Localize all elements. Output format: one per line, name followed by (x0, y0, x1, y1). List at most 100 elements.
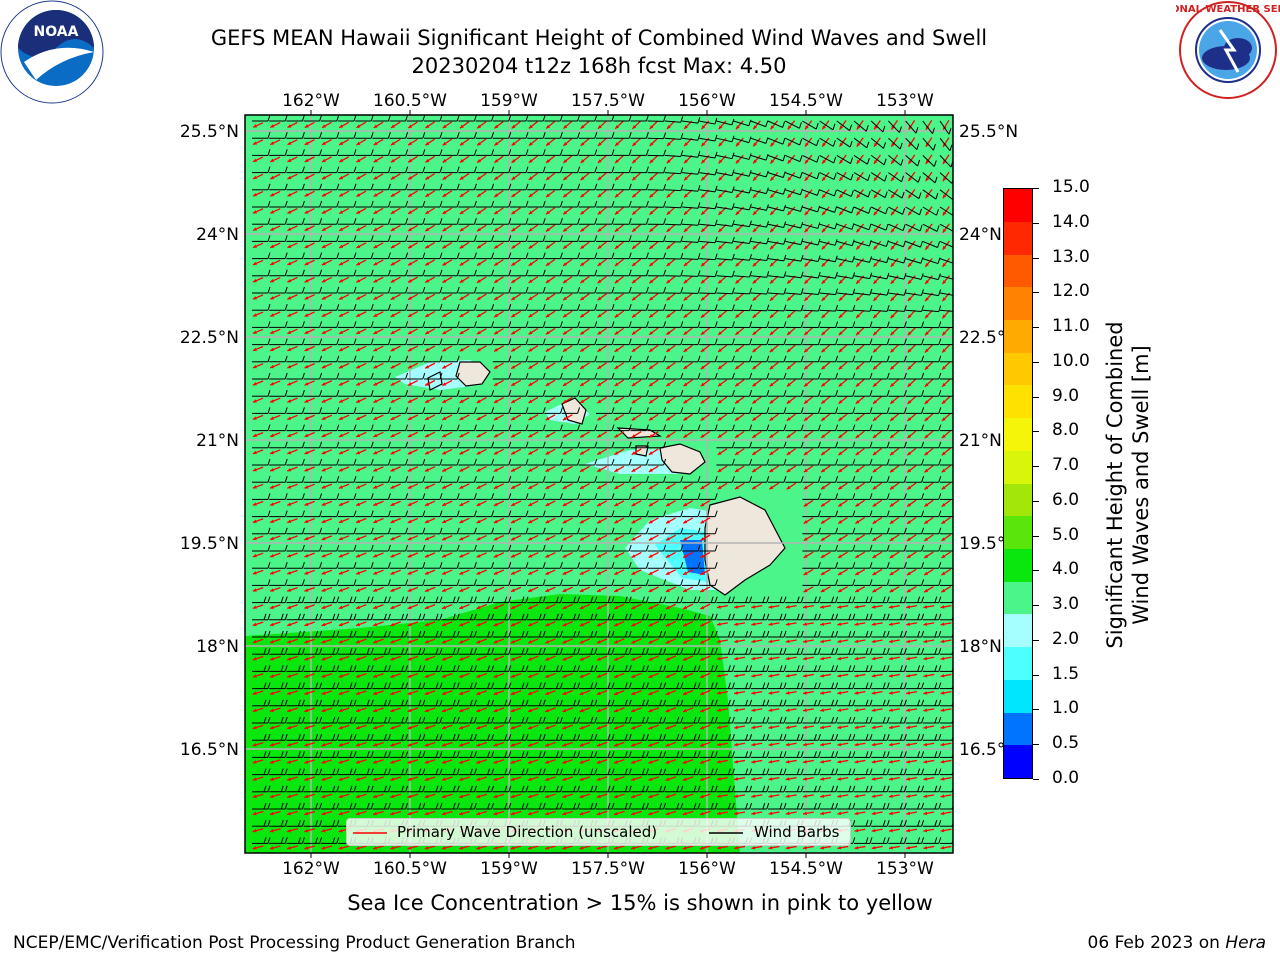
wave-arrow-head (425, 158, 430, 163)
wave-arrow-head (908, 177, 912, 182)
wave-arrow-head (252, 364, 257, 369)
wave-arrow-head (820, 537, 825, 541)
wave-arrow-head (613, 760, 618, 764)
wave-arrow-head (682, 743, 687, 747)
wave-arrow-head (424, 519, 429, 524)
wave-arrow-head (940, 691, 945, 695)
wave-arrow-head (631, 657, 636, 661)
wave-arrow-head (735, 314, 740, 318)
wave-arrow-head (615, 142, 619, 146)
wave-arrow-head (718, 142, 723, 147)
wave-arrow-head (735, 176, 740, 181)
wave-arrow-head (854, 622, 859, 626)
wave-arrow-head (511, 451, 516, 455)
wave-arrow-head (511, 485, 516, 489)
wave-arrow-head (476, 330, 481, 335)
wave-arrow-head (304, 227, 309, 231)
wave-arrow-head (907, 451, 912, 456)
nws-ring-text: NATIONAL WEATHER SERVICE (1176, 4, 1280, 15)
wave-arrow-head (873, 331, 878, 336)
wave-arrow-head (304, 158, 309, 162)
wave-arrow-head (563, 245, 568, 249)
wave-arrow-head (287, 364, 292, 369)
wave-arrow-head (597, 468, 602, 472)
wave-arrow-head (888, 742, 893, 747)
wave-arrow-head (580, 434, 585, 438)
wave-arrow-head (666, 245, 671, 249)
wave-arrow-head (890, 348, 895, 353)
wave-arrow-head (252, 433, 257, 437)
wave-arrow-head (355, 794, 360, 799)
wave-arrow-head (890, 245, 895, 250)
wave-arrow-head (802, 777, 807, 781)
wave-arrow-head (940, 622, 945, 626)
wave-arrow-head (408, 158, 413, 163)
wave-arrow-head (269, 725, 274, 730)
wave-arrow-head (528, 141, 533, 146)
wave-arrow-head (579, 674, 584, 678)
wave-arrow-head (888, 639, 893, 644)
wave-arrow-head (683, 399, 688, 404)
wave-arrow-head (906, 588, 911, 593)
wave-arrow-head (700, 640, 705, 644)
wave-arrow-head (907, 468, 912, 473)
wave-arrow-head (837, 794, 842, 798)
wave-arrow-head (839, 245, 843, 250)
wave-arrow-head (854, 656, 859, 661)
wave-arrow-head (459, 210, 464, 214)
wave-arrow-head (408, 124, 413, 128)
wave-arrow-head (925, 159, 930, 164)
wave-arrow-head (839, 159, 844, 164)
wave-arrow-head (580, 399, 585, 404)
wave-arrow-head (425, 279, 430, 283)
wave-arrow-head (321, 210, 326, 214)
wave-arrow-head (545, 760, 550, 764)
wave-arrow-head (527, 743, 532, 747)
wave-arrow-head (854, 725, 859, 730)
wave-arrow-head (287, 777, 292, 781)
wave-arrow-head (768, 725, 773, 730)
wave-arrow-head (925, 194, 930, 199)
wave-arrow-head (925, 262, 929, 267)
wave-arrow-head (614, 416, 619, 421)
wave-arrow-head (597, 571, 602, 575)
wave-arrow-head (649, 159, 654, 164)
wave-arrow-head (441, 760, 446, 764)
wave-arrow-head (252, 330, 257, 334)
wave-arrow-head (837, 605, 842, 609)
wave-arrow-head (871, 794, 876, 798)
wave-arrow-head (407, 382, 412, 386)
wave-arrow-head (477, 210, 481, 215)
wave-arrow-head (631, 365, 636, 369)
island-kauai (455, 361, 491, 387)
wave-arrow-head (545, 674, 550, 678)
wave-arrow-head (287, 502, 292, 506)
wave-arrow-head (770, 176, 775, 181)
wave-arrow-head (373, 210, 378, 214)
wave-arrow-head (615, 159, 619, 164)
wave-arrow-head (287, 794, 292, 799)
wave-arrow-head (338, 519, 343, 524)
wave-arrow-head (304, 639, 309, 644)
wave-arrow-head (476, 760, 481, 764)
wave-arrow-head (838, 279, 843, 284)
wave-arrow-head (373, 708, 378, 713)
wave-arrow-head (839, 176, 844, 181)
wave-arrow-head (528, 348, 533, 352)
wave-arrow-head (874, 125, 878, 130)
wave-arrow-head (684, 193, 688, 198)
wave-arrow-head (942, 228, 947, 233)
wave-arrow-head (562, 674, 567, 678)
island-maui (659, 443, 706, 475)
wave-arrow-head (390, 313, 395, 317)
wave-arrow-head (873, 262, 878, 267)
wave-arrow-head (545, 365, 550, 369)
wave-arrow-head (718, 211, 723, 215)
wave-arrow-head (459, 279, 464, 283)
wave-arrow-head (407, 468, 412, 472)
wave-arrow-head (546, 193, 550, 198)
wave-arrow-head (631, 399, 636, 404)
wave-arrow-head (735, 125, 740, 130)
wave-arrow-head (924, 451, 929, 456)
wave-arrow-head (666, 176, 671, 181)
